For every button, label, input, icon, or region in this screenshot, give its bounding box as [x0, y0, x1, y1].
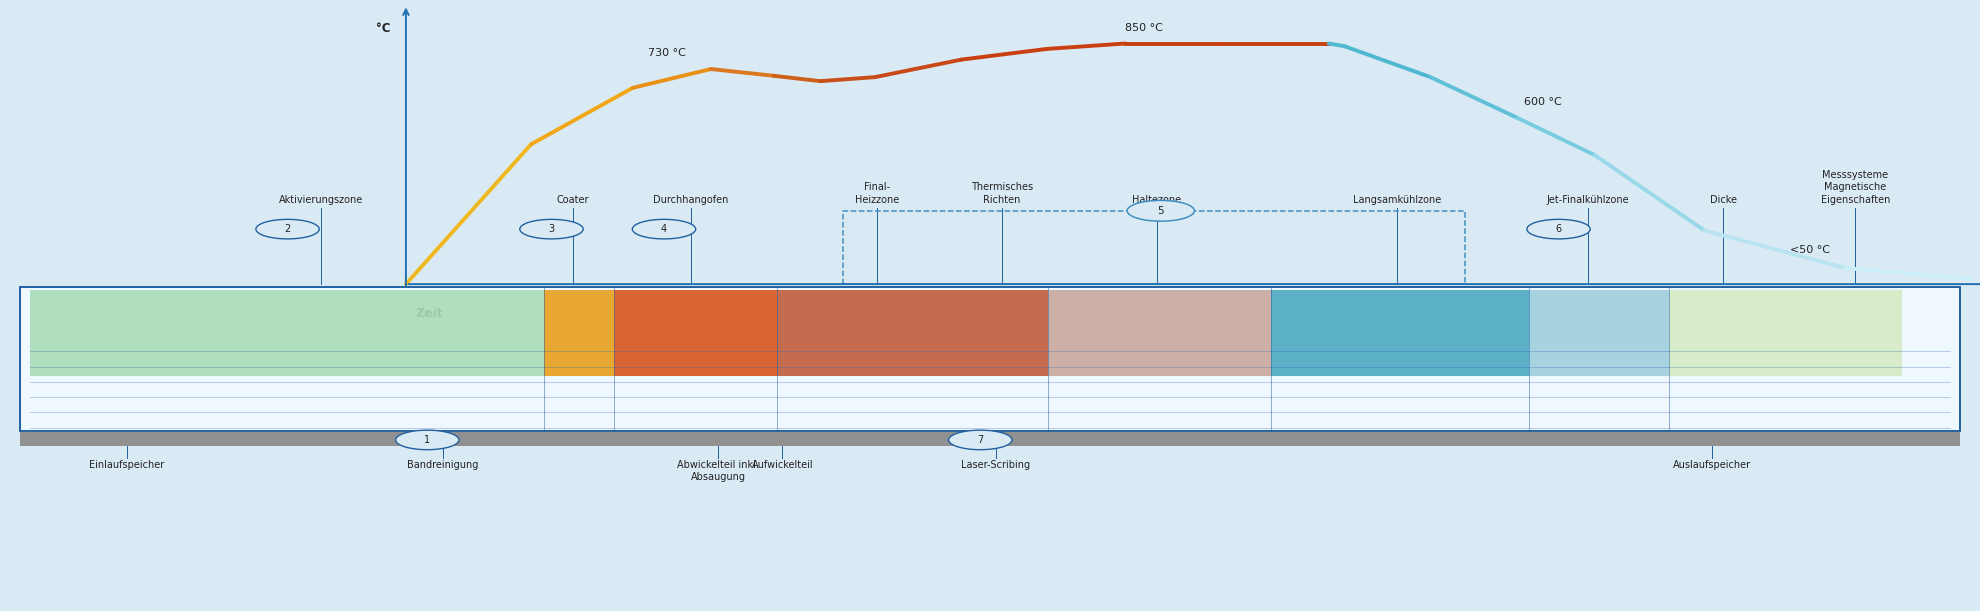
Text: Bandreinigung: Bandreinigung — [408, 460, 479, 470]
Text: 850 °C: 850 °C — [1125, 23, 1164, 33]
Bar — [1047, 290, 1271, 376]
Text: 4: 4 — [661, 224, 667, 234]
Text: Thermisches
Richten: Thermisches Richten — [970, 182, 1034, 205]
Text: Durchhangofen: Durchhangofen — [653, 195, 729, 205]
Bar — [1271, 290, 1529, 376]
Text: Messsysteme
Magnetische
Eigenschaften: Messsysteme Magnetische Eigenschaften — [1822, 170, 1891, 205]
Circle shape — [1527, 219, 1590, 239]
Text: Aufwickelteil: Aufwickelteil — [752, 460, 814, 470]
Text: Abwickelteil inkl.
Absaugung: Abwickelteil inkl. Absaugung — [677, 460, 758, 483]
Bar — [30, 290, 545, 376]
Bar — [776, 290, 1047, 376]
Bar — [614, 290, 776, 376]
Text: Zeit: Zeit — [416, 307, 444, 320]
Text: 730 °C: 730 °C — [647, 48, 687, 58]
Bar — [1529, 290, 1669, 376]
Bar — [20, 287, 1960, 431]
Circle shape — [521, 219, 584, 239]
Text: Laser-Scribing: Laser-Scribing — [960, 460, 1030, 470]
Text: 600 °C: 600 °C — [1525, 97, 1562, 107]
Text: Haltezone: Haltezone — [1133, 195, 1182, 205]
Text: Final-
Heizzone: Final- Heizzone — [855, 182, 899, 205]
Text: 5: 5 — [1158, 206, 1164, 216]
Text: 2: 2 — [285, 224, 291, 234]
Text: °C: °C — [376, 22, 390, 35]
Text: Jet-Finalkühlzone: Jet-Finalkühlzone — [1546, 195, 1630, 205]
Bar — [20, 287, 1960, 431]
Text: Auslaufspeicher: Auslaufspeicher — [1673, 460, 1750, 470]
Circle shape — [1127, 200, 1194, 221]
Circle shape — [948, 430, 1012, 450]
Circle shape — [396, 430, 459, 450]
Text: 3: 3 — [548, 224, 554, 234]
Text: 1: 1 — [424, 435, 430, 445]
Text: Langsamkühlzone: Langsamkühlzone — [1354, 195, 1441, 205]
Text: Aktivierungszone: Aktivierungszone — [279, 195, 362, 205]
Text: 6: 6 — [1556, 224, 1562, 234]
Bar — [20, 431, 1960, 446]
Text: Coater: Coater — [556, 195, 590, 205]
Text: <50 °C: <50 °C — [1790, 244, 1830, 255]
Bar — [544, 290, 614, 376]
Circle shape — [632, 219, 695, 239]
Text: Dicke: Dicke — [1711, 195, 1736, 205]
Bar — [1669, 290, 1903, 376]
Bar — [843, 211, 1465, 284]
Text: Einlaufspeicher: Einlaufspeicher — [89, 460, 164, 470]
Text: 7: 7 — [978, 435, 984, 445]
Circle shape — [255, 219, 319, 239]
